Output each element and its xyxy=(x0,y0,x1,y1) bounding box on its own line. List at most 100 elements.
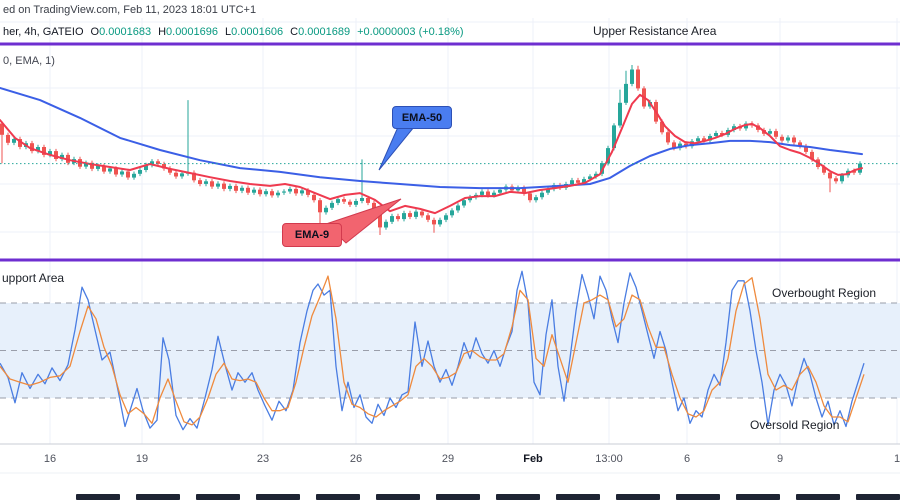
bottom-bar-segment xyxy=(856,494,900,500)
x-axis-label: 1 xyxy=(893,453,900,465)
ema50-callout-label: EMA-50 xyxy=(401,111,443,124)
overbought-region-label[interactable]: Overbought Region xyxy=(772,286,877,300)
bottom-bar-segment xyxy=(196,494,240,500)
candle xyxy=(120,169,124,177)
candle xyxy=(444,213,448,223)
candle xyxy=(468,194,472,203)
bottom-bar-segment xyxy=(676,494,720,500)
candle xyxy=(732,123,736,133)
candle xyxy=(804,143,808,155)
candle xyxy=(138,167,142,177)
candle xyxy=(132,171,136,180)
bottom-bar-segment xyxy=(496,494,540,500)
candle xyxy=(252,187,256,195)
candle xyxy=(204,179,208,187)
candle xyxy=(402,210,406,222)
candle xyxy=(276,190,280,198)
candle xyxy=(342,196,346,204)
candle xyxy=(450,208,454,218)
candle xyxy=(618,89,622,128)
candle xyxy=(456,203,460,213)
oversold-region-label[interactable]: Oversold Region xyxy=(750,418,840,432)
bottom-bar xyxy=(0,494,900,500)
candle xyxy=(540,190,544,200)
candle xyxy=(408,210,412,220)
bottom-bar-segment xyxy=(316,494,360,500)
upper-resistance-label[interactable]: Upper Resistance Area xyxy=(593,24,717,38)
time-axis[interactable]: 16 19 23 26 29 Feb 13:00 6 9 1 xyxy=(0,450,900,470)
close-value: 0.0001689 xyxy=(298,26,351,38)
candle xyxy=(198,177,202,187)
bottom-bar-segment xyxy=(76,494,120,500)
candle xyxy=(834,176,838,184)
candle xyxy=(708,133,712,143)
candle xyxy=(300,188,304,196)
candle xyxy=(192,170,196,183)
x-axis-label: Feb xyxy=(523,453,543,465)
attribution-text: ed on TradingView.com, Feb 11, 2023 18:0… xyxy=(3,4,257,16)
candle xyxy=(36,144,40,154)
low-value: 0.0001606 xyxy=(231,26,284,38)
candle xyxy=(270,188,274,198)
candle xyxy=(396,213,400,222)
candle xyxy=(30,140,34,154)
candle xyxy=(828,170,832,193)
symbol-ohlc-legend[interactable]: her, 4h, GATEIO O0.0001683 H0.0001696 L0.00… xyxy=(3,26,464,38)
candle xyxy=(6,132,10,146)
candle xyxy=(234,183,238,194)
candle xyxy=(330,200,334,210)
x-axis-label: 13:00 xyxy=(595,453,623,465)
candle xyxy=(312,192,316,203)
x-axis-label: 19 xyxy=(135,453,149,465)
drawing-lines[interactable] xyxy=(0,42,900,262)
stoch-d-line[interactable] xyxy=(0,275,865,426)
candle xyxy=(210,179,214,189)
candle xyxy=(780,134,784,143)
candle xyxy=(126,169,130,180)
candle xyxy=(666,130,670,145)
x-axis-label: 26 xyxy=(349,453,363,465)
candle xyxy=(390,213,394,224)
bottom-bar-segment xyxy=(736,494,780,500)
candle xyxy=(84,160,88,169)
x-axis-label: 16 xyxy=(43,453,57,465)
candle xyxy=(336,196,340,206)
close-label: C xyxy=(290,26,299,38)
candle xyxy=(384,219,388,230)
candle xyxy=(354,198,358,207)
open-label: O xyxy=(90,26,100,38)
candle xyxy=(60,152,64,162)
candle xyxy=(438,217,442,227)
candle xyxy=(798,140,802,149)
ema9-callout[interactable]: EMA-9 xyxy=(282,223,342,247)
support-area-label[interactable]: upport Area xyxy=(2,271,65,285)
candle xyxy=(324,205,328,215)
candle xyxy=(42,144,46,158)
candle xyxy=(90,160,94,172)
x-axis-label: 29 xyxy=(441,453,455,465)
indicator-legend[interactable]: 0, EMA, 1) xyxy=(3,55,55,67)
price-pane[interactable] xyxy=(0,65,900,235)
candle xyxy=(216,181,220,189)
stoch-k-line[interactable] xyxy=(0,270,865,431)
open-value: 0.0001683 xyxy=(99,26,152,38)
candle xyxy=(624,70,628,105)
candle xyxy=(174,170,178,179)
candle xyxy=(246,185,250,195)
bottom-bar-segment xyxy=(616,494,660,500)
candle xyxy=(414,209,418,220)
candle xyxy=(240,185,244,194)
candle xyxy=(630,65,634,87)
symbol-name: her, 4h, GATEIO xyxy=(3,26,84,38)
candle xyxy=(264,188,268,197)
candle xyxy=(792,135,796,145)
candle xyxy=(432,217,436,233)
high-label: H xyxy=(158,26,167,38)
bottom-bar-segment xyxy=(436,494,480,500)
bottom-bar-segment xyxy=(376,494,420,500)
ema9-line[interactable] xyxy=(0,93,863,215)
ema50-callout[interactable]: EMA-50 xyxy=(392,106,452,129)
stochastic-pane[interactable] xyxy=(0,270,900,431)
